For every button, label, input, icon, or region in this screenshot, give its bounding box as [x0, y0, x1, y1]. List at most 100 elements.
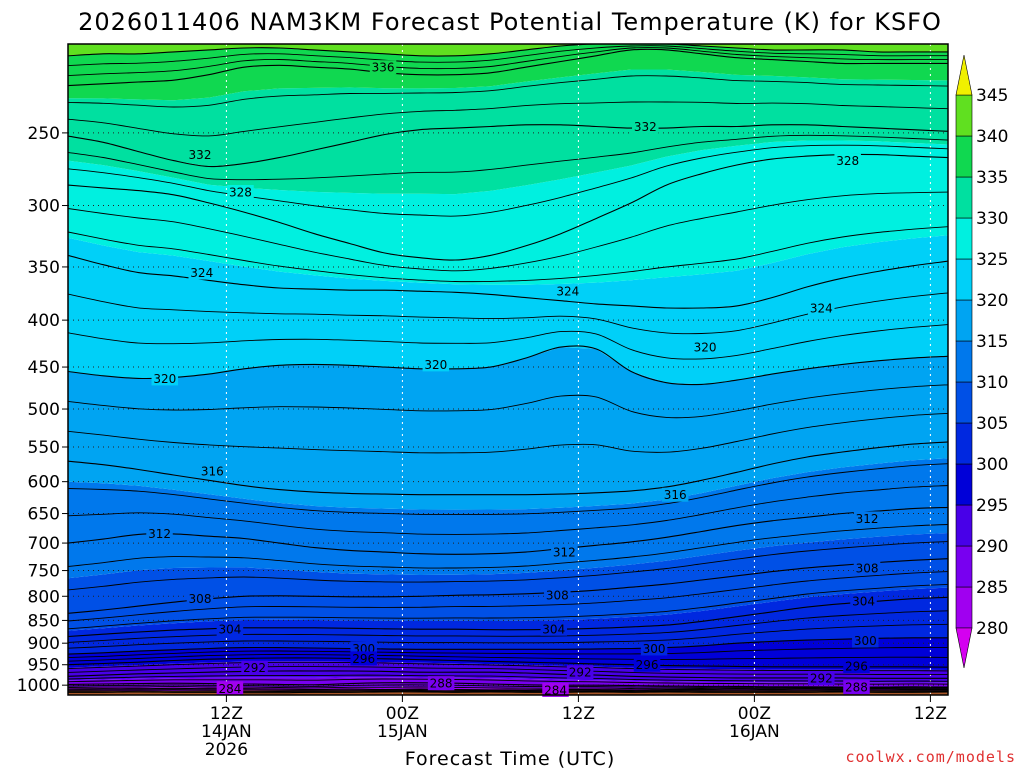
contour-label-bg — [661, 487, 689, 502]
fill-band — [68, 69, 948, 167]
contour-label-bg — [850, 594, 877, 609]
isentrope-284 — [68, 687, 948, 691]
colorbar-box — [955, 504, 973, 547]
x-tick-label: 15JAN — [377, 722, 428, 742]
isentrope-minor — [68, 45, 948, 67]
x-tick-label: 14JAN — [201, 722, 252, 742]
contour-label-bg — [427, 676, 455, 691]
x-tick-label: 12Z — [914, 704, 947, 724]
plot-area: 336 332 332 328 328 324 324 324 320 320 320 316 316 3… — [67, 43, 949, 697]
contour-label: 320 — [691, 340, 719, 355]
grid-layer — [68, 44, 948, 695]
isentrope-minor — [68, 674, 948, 682]
contour-label: 304 — [540, 621, 568, 636]
colorbar-box — [955, 463, 973, 506]
x-tick-label: 2026 — [205, 740, 248, 760]
contour-label-text: 288 — [845, 681, 868, 695]
fill-band — [68, 124, 948, 195]
y-tick-label: 600 — [28, 473, 60, 493]
isentrope-minor — [68, 75, 948, 108]
contour-label: 320 — [151, 371, 179, 386]
contour-label-bg — [834, 153, 861, 168]
contour-label: 284 — [542, 682, 569, 697]
fill-band — [68, 507, 948, 579]
pressure-axis: 250 300 350 400 450 500 550 600 650 700 750 800 850 9… — [17, 124, 68, 696]
colorbar-low-triangle — [955, 627, 973, 669]
contour-label-text: 284 — [544, 683, 567, 697]
contour-label-bg — [241, 660, 268, 675]
contour-label: 288 — [427, 676, 455, 691]
x-tick-label: 12Z — [210, 704, 243, 724]
fill-band — [68, 637, 948, 668]
contour-label-bg — [544, 587, 571, 602]
colorbar-box — [955, 135, 973, 178]
isentrope-minor — [68, 654, 948, 662]
fill-band — [68, 347, 948, 495]
isentrope-minor — [68, 690, 948, 692]
contour-label-layer: 336 332 332 328 328 324 324 324 320 320 320 316 316 3… — [146, 60, 881, 697]
colorbar-label: 325 — [976, 250, 1008, 270]
contour-label-bg — [186, 591, 214, 606]
contour-label-text: 308 — [189, 592, 212, 606]
contour-label: 324 — [188, 265, 216, 280]
colorbar-label: 320 — [976, 291, 1008, 311]
contour-label-bg — [551, 545, 578, 560]
colorbar-box — [955, 176, 973, 219]
ground-surface — [68, 690, 948, 695]
contour-label-bg — [227, 185, 254, 200]
y-tick-label: 450 — [28, 358, 60, 378]
isentrope-minor — [68, 689, 948, 692]
colorbar-label: 335 — [976, 168, 1008, 188]
contour-label-text: 308 — [856, 561, 879, 575]
fill-band — [68, 235, 948, 308]
contour-label-bg — [691, 340, 719, 355]
contour-label-text: 304 — [542, 622, 565, 636]
isentrope-280 — [68, 691, 948, 694]
contour-label: 316 — [199, 463, 226, 478]
y-tick-label: 300 — [28, 197, 60, 217]
y-tick-label: 250 — [28, 124, 60, 144]
colorbar-label: 280 — [976, 619, 1008, 639]
contour-label-bg — [852, 633, 879, 648]
colorbar-box — [955, 586, 973, 629]
contour-label-bg — [540, 621, 568, 636]
chart-title: 2026011406 NAM3KM Forecast Potential Tem… — [78, 8, 942, 36]
y-tick-label: 400 — [28, 311, 60, 331]
y-tick-label: 750 — [28, 562, 60, 582]
isentrope-320 — [68, 345, 948, 386]
contour-label: 324 — [554, 284, 582, 299]
isentrope-minor — [68, 666, 948, 676]
contour-label-text: 324 — [810, 301, 833, 315]
surface-layer — [68, 690, 948, 695]
contour-label-bg — [151, 371, 179, 386]
contour-label-bg — [350, 651, 377, 666]
contour-label: 308 — [544, 587, 571, 602]
contour-label-text: 316 — [664, 488, 687, 502]
isentrope-312 — [68, 506, 948, 555]
x-tick-label: 16JAN — [729, 722, 780, 742]
colorbar-box — [955, 299, 973, 342]
contour-label: 284 — [216, 681, 244, 696]
isentrope-minor — [68, 101, 948, 137]
isentrope-minor — [68, 226, 948, 283]
contour-label: 312 — [551, 545, 578, 560]
contour-label: 332 — [186, 147, 214, 162]
contour-label: 336 — [369, 60, 397, 75]
isentrope-328 — [68, 153, 948, 261]
contour-label-text: 336 — [372, 61, 395, 75]
contour-label-bg — [542, 682, 569, 697]
contour-label-text: 308 — [546, 588, 569, 602]
isentrope-296 — [68, 657, 948, 668]
isentrope-316 — [68, 441, 948, 496]
contour-label: 292 — [241, 660, 268, 675]
contour-label-text: 300 — [854, 634, 877, 648]
contour-label-text: 288 — [430, 677, 453, 691]
isentrope-minor — [68, 412, 948, 454]
contour-label: 296 — [633, 657, 661, 672]
contour-label-text: 324 — [556, 285, 579, 299]
contour-label: 320 — [422, 357, 450, 372]
contour-label: 328 — [227, 185, 254, 200]
colorbar-box — [955, 258, 973, 301]
contour-label: 300 — [640, 641, 668, 656]
y-tick-label: 700 — [28, 534, 60, 554]
